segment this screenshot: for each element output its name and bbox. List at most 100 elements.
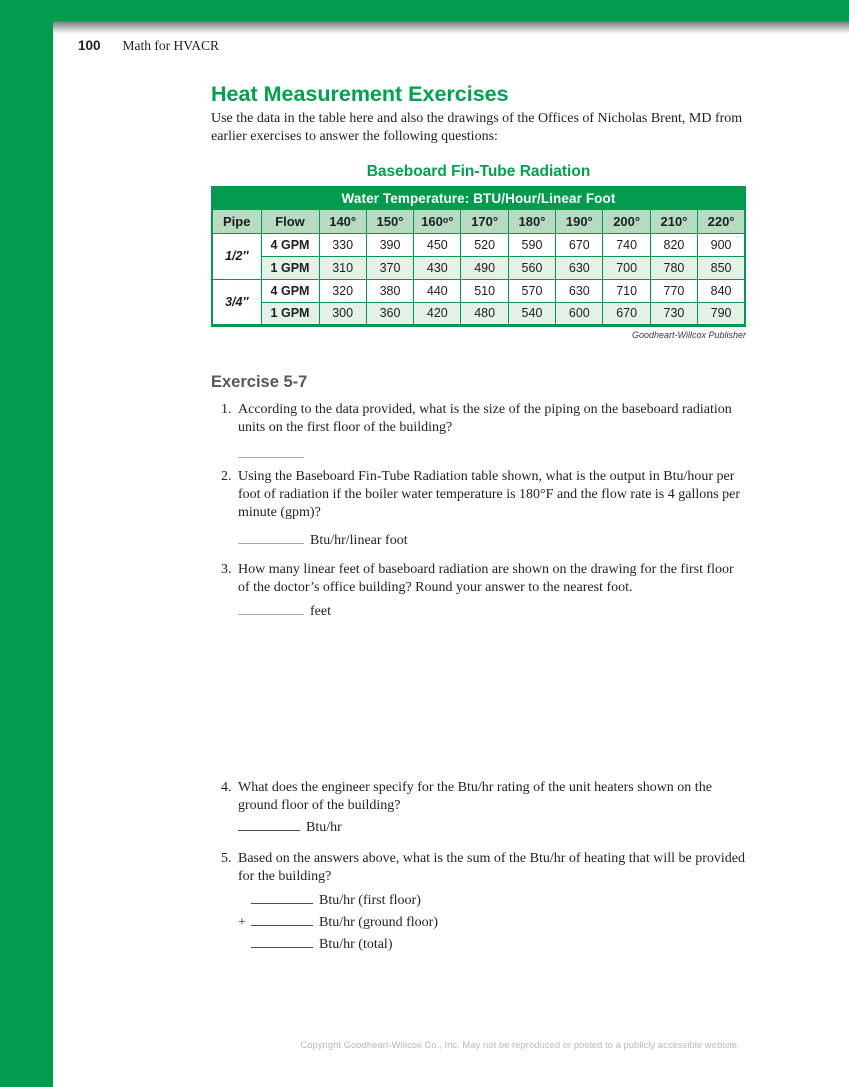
answer-blank-3 — [238, 602, 304, 615]
running-head: 100 Math for HVACR — [53, 21, 849, 54]
table-header-row: Water Temperature: BTU/Hour/Linear Foot — [211, 186, 746, 210]
page-title: Heat Measurement Exercises — [211, 82, 509, 106]
value-cell: 560 — [507, 255, 557, 280]
col-header-temp: 210° — [649, 208, 699, 234]
question-5-number: 5. — [221, 850, 232, 866]
col-header-temp: 170° — [460, 208, 509, 234]
answer-blank-5b — [251, 913, 313, 926]
value-cell: 590 — [507, 232, 557, 257]
answer-blank-4 — [238, 818, 300, 831]
col-header-flow: Flow — [260, 208, 320, 234]
col-header-temp: 220° — [697, 208, 746, 234]
value-cell: 430 — [413, 255, 462, 280]
intro-paragraph: Use the data in the table here and also … — [211, 111, 743, 144]
value-cell: 540 — [507, 301, 557, 326]
value-cell: 730 — [649, 301, 699, 326]
value-cell: 630 — [555, 255, 604, 280]
flow-cell: 4 GPM — [260, 232, 320, 257]
value-cell: 480 — [460, 301, 509, 326]
question-3: 3. How many linear feet of baseboard rad… — [211, 561, 746, 597]
flow-cell: 1 GPM — [260, 301, 320, 326]
answer-line-4: Btu/hr — [211, 818, 746, 837]
value-cell: 790 — [697, 301, 746, 326]
col-header-pipe: Pipe — [211, 208, 262, 234]
value-cell: 510 — [460, 278, 509, 303]
value-cell: 520 — [460, 232, 509, 257]
exercise-title: Exercise 5-7 — [211, 372, 308, 391]
radiation-table: Water Temperature: BTU/Hour/Linear Foot … — [211, 186, 746, 327]
value-cell: 380 — [365, 278, 415, 303]
value-cell: 900 — [697, 232, 746, 257]
value-cell: 670 — [555, 232, 604, 257]
answer-line-5a: Btu/hr (first floor) — [238, 890, 746, 912]
table-credit: Goodheart-Willcox Publisher — [632, 329, 746, 340]
value-cell: 630 — [555, 278, 604, 303]
value-cell: 770 — [649, 278, 699, 303]
question-3-text: How many linear feet of baseboard radiat… — [238, 561, 734, 595]
work-space — [211, 621, 746, 779]
answer-label-5c: Btu/hr (total) — [319, 936, 393, 952]
question-5: 5. Based on the answers above, what is t… — [211, 850, 746, 886]
content-column: Heat Measurement Exercises Use the data … — [211, 83, 746, 956]
question-4: 4. What does the engineer specify for th… — [211, 779, 746, 815]
answer-line-5b: + Btu/hr (ground floor) — [238, 912, 746, 934]
question-5-text: Based on the answers above, what is the … — [238, 850, 746, 884]
answer-blank-2 — [238, 531, 304, 544]
table-header: Water Temperature: BTU/Hour/Linear Foot — [211, 186, 746, 210]
value-cell: 570 — [507, 278, 557, 303]
value-cell: 670 — [602, 301, 651, 326]
value-cell: 840 — [697, 278, 746, 303]
question-2-number: 2. — [221, 468, 232, 484]
left-green-bar — [0, 0, 53, 1087]
question-3-number: 3. — [221, 561, 232, 577]
question-5-answers: Btu/hr (first floor) + Btu/hr (ground flo… — [211, 890, 746, 956]
value-cell: 310 — [318, 255, 367, 280]
value-cell: 330 — [318, 232, 367, 257]
pipe-cell: 1/2″ — [211, 232, 262, 280]
answer-blank-5c — [251, 935, 313, 948]
value-cell: 740 — [602, 232, 651, 257]
question-4-number: 4. — [221, 779, 232, 795]
table-row: 1/2″ 4 GPM 330 390 450 520 590 670 740 8… — [211, 232, 746, 280]
table-title: Baseboard Fin-Tube Radiation — [366, 163, 591, 180]
value-cell: 780 — [649, 255, 699, 280]
answer-label-5b: Btu/hr (ground floor) — [319, 914, 438, 930]
value-cell: 360 — [365, 301, 415, 326]
value-cell: 710 — [602, 278, 651, 303]
answer-label-2: Btu/hr/linear foot — [310, 532, 408, 548]
pipe-cell: 3/4″ — [211, 278, 262, 326]
col-header-temp: 160ᵒ° — [413, 208, 462, 234]
flow-cell: 1 GPM — [260, 255, 320, 280]
table-row: 1 GPM 300 360 420 480 540 600 670 730 79… — [212, 301, 746, 326]
page-top-shadow — [53, 21, 849, 34]
column-header-row: Pipe Flow 140° 150° 160ᵒ° 170° 180° 190°… — [211, 208, 746, 234]
answer-line-1 — [211, 445, 746, 464]
answer-line-3: feet — [211, 602, 746, 621]
value-cell: 850 — [697, 255, 746, 280]
top-green-bar — [0, 0, 849, 21]
question-1-number: 1. — [221, 401, 232, 417]
question-4-text: What does the engineer specify for the B… — [238, 779, 712, 813]
value-cell: 490 — [460, 255, 509, 280]
question-1: 1. According to the data provided, what … — [211, 401, 746, 437]
copyright-footer: Copyright Goodheart-Willcox Co., Inc. Ma… — [300, 1040, 740, 1051]
col-header-temp: 180° — [507, 208, 557, 234]
col-header-temp: 140° — [318, 208, 367, 234]
value-cell: 600 — [555, 301, 604, 326]
page-body: 100 Math for HVACR Heat Measurement Exerc… — [53, 21, 849, 956]
question-1-text: According to the data provided, what is … — [238, 401, 732, 435]
value-cell: 420 — [413, 301, 462, 326]
answer-label-5a: Btu/hr (first floor) — [319, 892, 421, 908]
page-number: 100 — [78, 38, 101, 53]
value-cell: 320 — [318, 278, 367, 303]
answer-line-5c: Btu/hr (total) — [238, 934, 746, 956]
value-cell: 450 — [413, 232, 462, 257]
question-2: 2. Using the Baseboard Fin-Tube Radiatio… — [211, 468, 746, 522]
value-cell: 820 — [649, 232, 699, 257]
book-title: Math for HVACR — [122, 38, 220, 53]
value-cell: 700 — [602, 255, 651, 280]
col-header-temp: 200° — [602, 208, 651, 234]
value-cell: 300 — [318, 301, 367, 326]
col-header-temp: 190° — [555, 208, 604, 234]
